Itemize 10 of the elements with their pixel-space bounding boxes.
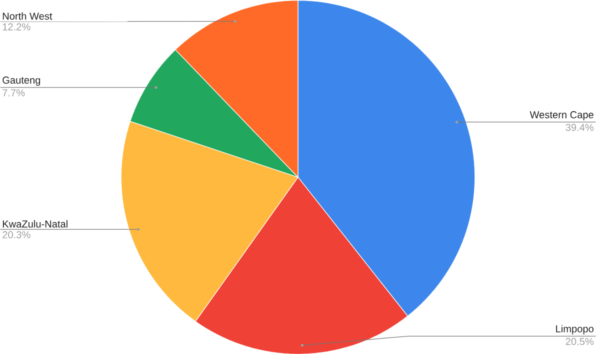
slice-label: Gauteng — [2, 76, 40, 86]
slice-label: Limpopo — [556, 324, 594, 334]
data-label: 39.4% — [566, 124, 594, 131]
data-label: 7.7% — [2, 89, 25, 96]
slice-label: Western Cape — [530, 110, 594, 120]
slice-label: KwaZulu-Natal — [2, 220, 68, 228]
data-label: 12.2% — [2, 23, 30, 30]
data-label: 20.3% — [2, 230, 30, 238]
data-label: 20.5% — [566, 338, 594, 345]
slice-label: North West — [2, 12, 52, 20]
